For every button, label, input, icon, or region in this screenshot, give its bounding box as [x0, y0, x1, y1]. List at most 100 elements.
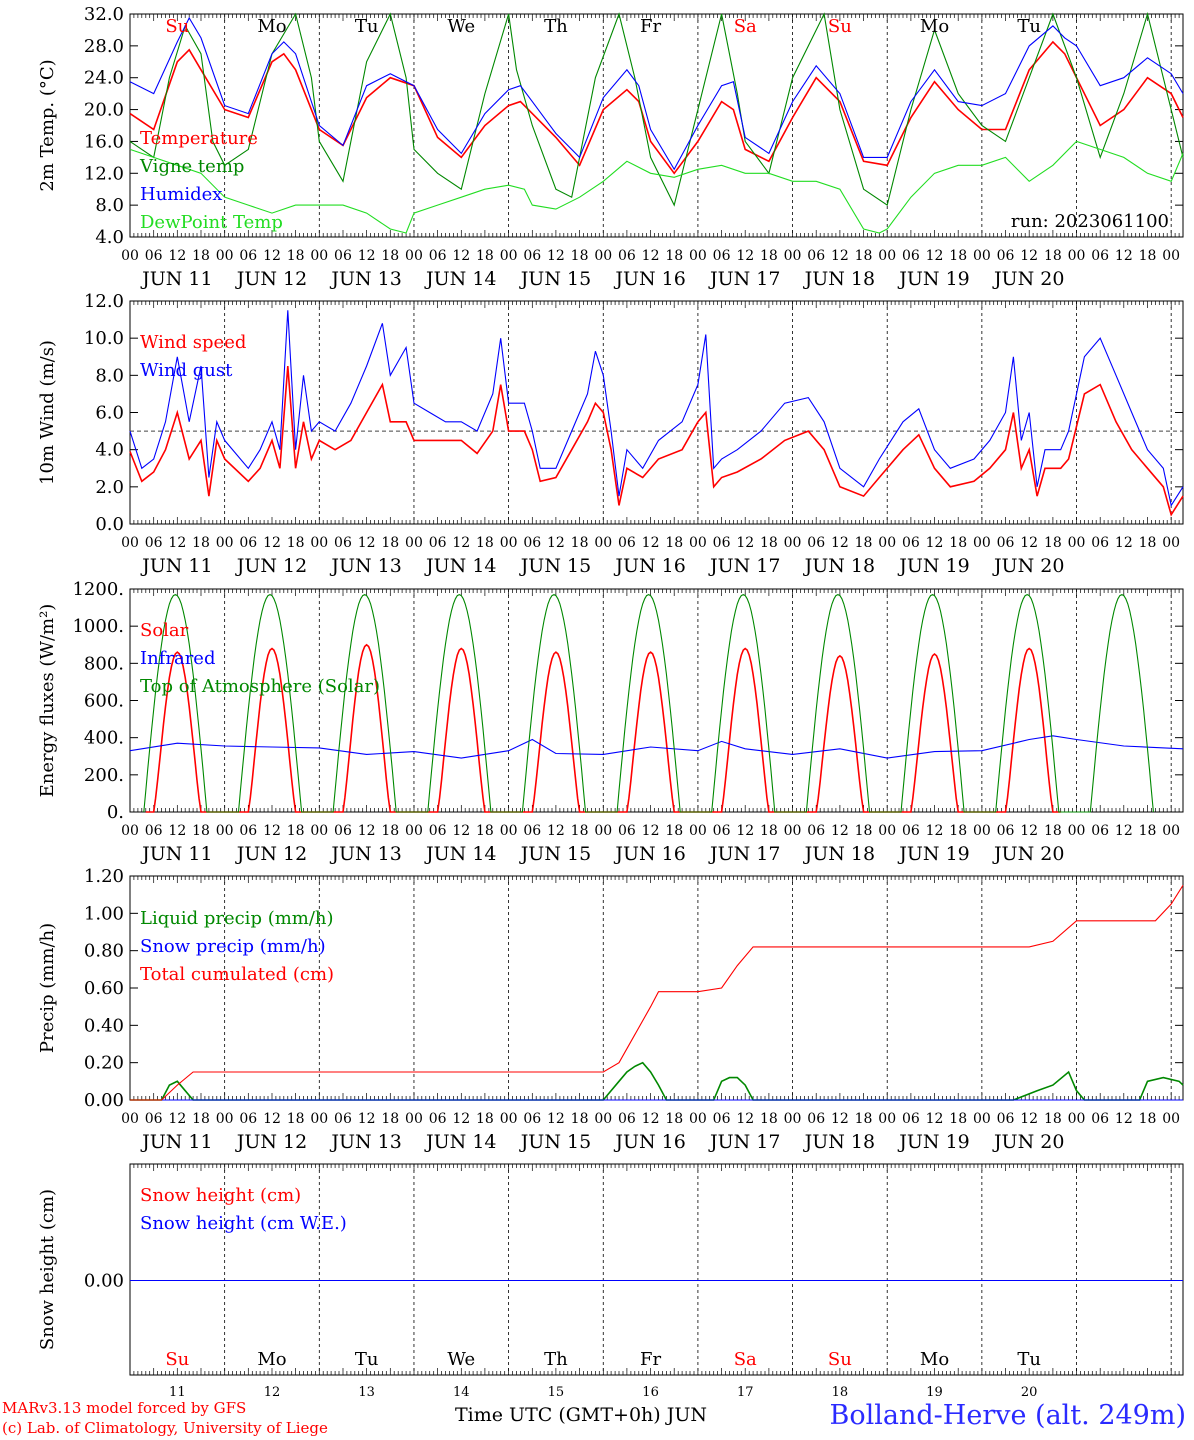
hour-tick-label: 06	[807, 1111, 825, 1127]
day-number-label: 12	[264, 1385, 281, 1400]
series-line	[129, 16, 1184, 171]
hour-tick-label: 18	[1044, 823, 1062, 839]
day-label: JUN 20	[992, 268, 1064, 290]
hour-tick-label: 18	[855, 823, 873, 839]
day-label: JUN 13	[329, 843, 401, 865]
hour-tick-label: 06	[239, 1111, 257, 1127]
hour-tick-label: 12	[926, 535, 944, 551]
hour-tick-label: 00	[784, 823, 802, 839]
day-label: JUN 19	[897, 268, 969, 290]
hour-tick-label: 18	[1139, 1111, 1157, 1127]
y-tick-label: 1200.	[72, 579, 124, 600]
hour-tick-label: 06	[807, 248, 825, 264]
hour-tick-label: 06	[713, 535, 731, 551]
y-tick-label: 400.	[84, 728, 124, 749]
hour-tick-label: 00	[121, 248, 139, 264]
hour-tick-label: 00	[405, 1111, 423, 1127]
weekday-label: Th	[544, 16, 568, 37]
y-axis-label: 2m Temp. (°C)	[37, 59, 58, 191]
hour-tick-label: 18	[192, 1111, 210, 1127]
hour-tick-label: 12	[1115, 248, 1133, 264]
hour-tick-label: 00	[1068, 1111, 1086, 1127]
day-label: JUN 18	[803, 268, 875, 290]
hour-tick-label: 12	[168, 823, 186, 839]
hour-tick-label: 18	[949, 248, 967, 264]
day-number-label: 13	[358, 1385, 375, 1400]
hour-tick-label: 18	[287, 823, 305, 839]
y-axis-label: Precip (mm/h)	[37, 923, 58, 1053]
weekday-label: Tu	[355, 1349, 379, 1370]
hour-tick-label: 00	[878, 535, 896, 551]
hour-tick-label: 06	[145, 1111, 163, 1127]
hour-tick-label: 00	[1162, 1111, 1180, 1127]
hour-tick-label: 12	[1115, 535, 1133, 551]
hour-tick-label: 12	[831, 1111, 849, 1127]
hour-tick-label: 06	[239, 823, 257, 839]
hour-tick-label: 00	[500, 823, 518, 839]
hour-tick-label: 06	[334, 1111, 352, 1127]
legend-entry: Humidex	[140, 184, 222, 205]
legend-entry: Infrared	[140, 648, 215, 669]
series-line	[130, 885, 1184, 1101]
legend-entry: Total cumulated (cm)	[140, 964, 334, 985]
y-tick-label: 1000.	[72, 616, 124, 637]
hour-tick-label: 06	[145, 823, 163, 839]
hour-tick-label: 12	[263, 248, 281, 264]
panel-4	[129, 875, 1184, 1101]
hour-tick-label: 06	[902, 535, 920, 551]
y-axis-label: Snow height (cm)	[37, 1189, 58, 1350]
hour-tick-label: 06	[429, 1111, 447, 1127]
legend-entry: Snow height (cm)	[140, 1185, 301, 1206]
hour-tick-label: 12	[547, 248, 565, 264]
legend-entry: Snow precip (mm/h)	[140, 936, 326, 957]
day-label: JUN 17	[708, 555, 780, 577]
hour-tick-label: 00	[594, 1111, 612, 1127]
hour-tick-label: 18	[665, 248, 683, 264]
hour-tick-label: 12	[263, 823, 281, 839]
hour-tick-label: 18	[949, 1111, 967, 1127]
hour-tick-label: 00	[310, 1111, 328, 1127]
legend-entry: Vigne temp	[139, 156, 244, 177]
credit-line-lab: (c) Lab. of Climatology, University of L…	[2, 1419, 328, 1437]
hour-tick-label: 06	[902, 823, 920, 839]
panel-frame	[129, 588, 1184, 813]
day-label: JUN 20	[992, 843, 1064, 865]
hour-tick-label: 12	[831, 535, 849, 551]
hour-tick-label: 06	[523, 535, 541, 551]
hour-tick-label: 18	[855, 1111, 873, 1127]
hour-tick-label: 12	[358, 535, 376, 551]
hour-tick-label: 18	[381, 248, 399, 264]
y-tick-label: 800.	[84, 653, 124, 674]
hour-tick-label: 06	[902, 248, 920, 264]
legend-entry: Wind gust	[140, 360, 233, 381]
hour-tick-label: 00	[594, 823, 612, 839]
hour-tick-label: 18	[287, 1111, 305, 1127]
panel-3	[129, 588, 1184, 813]
day-label: JUN 14	[424, 843, 496, 865]
y-tick-label: 0.0	[95, 514, 124, 535]
hour-tick-label: 06	[429, 823, 447, 839]
hour-tick-label: 00	[216, 1111, 234, 1127]
day-number-label: 17	[737, 1385, 754, 1400]
hour-tick-label: 00	[405, 535, 423, 551]
legend-entry: DewPoint Temp	[140, 212, 283, 233]
hour-tick-label: 06	[523, 1111, 541, 1127]
hour-tick-label: 12	[642, 1111, 660, 1127]
day-label: JUN 18	[803, 1131, 875, 1153]
station-name: Bolland-Herve (alt. 249m)	[829, 1400, 1186, 1431]
hour-tick-label: 12	[736, 535, 754, 551]
hour-tick-label: 06	[429, 535, 447, 551]
hour-tick-label: 00	[1068, 823, 1086, 839]
hour-tick-label: 18	[192, 248, 210, 264]
hour-tick-label: 12	[168, 1111, 186, 1127]
hour-tick-label: 00	[878, 1111, 896, 1127]
hour-tick-label: 18	[760, 248, 778, 264]
y-tick-label: 0.00	[84, 1271, 124, 1292]
hour-tick-label: 12	[1020, 1111, 1038, 1127]
y-tick-label: 0.00	[84, 1090, 124, 1111]
hour-tick-label: 12	[358, 248, 376, 264]
day-label: JUN 18	[803, 843, 875, 865]
hour-tick-label: 12	[263, 1111, 281, 1127]
day-label: JUN 15	[519, 1131, 591, 1153]
